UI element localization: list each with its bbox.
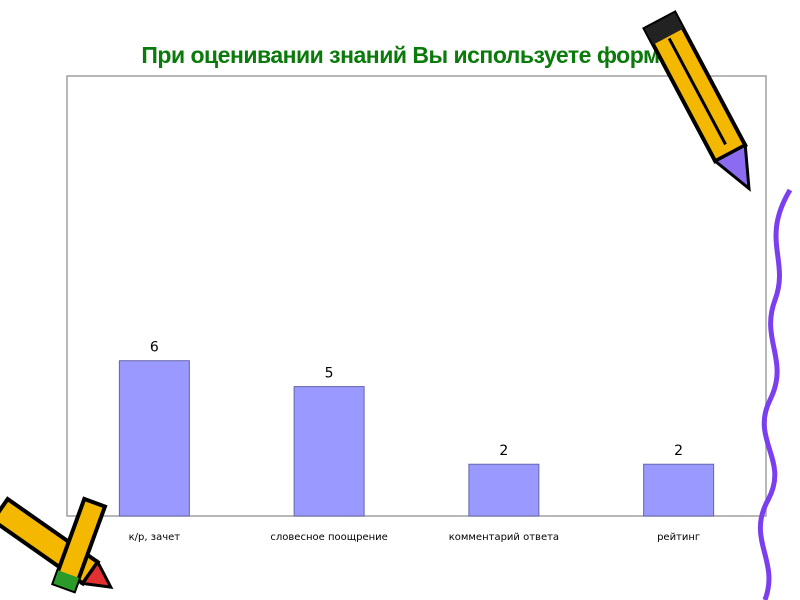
bar [468,463,540,517]
pencil-top-right-icon [642,10,793,600]
bar [118,360,190,517]
data-label: 6 [150,340,159,356]
plot-frame [66,75,767,517]
category-label: словесное поощрение [270,532,387,543]
data-label: 2 [674,443,683,459]
bar [293,386,365,517]
pencils-bottom-left-icon [0,496,114,594]
category-label: комментарий ответа [449,532,559,543]
data-label: 5 [325,366,334,382]
data-label: 2 [499,443,508,459]
bar [643,463,715,517]
chart-title: При оценивании знаний Вы используете фор… [141,42,679,68]
category-label: к/р, зачет [129,532,181,543]
category-label: рейтинг [657,532,700,543]
purple-squiggle [757,188,793,600]
